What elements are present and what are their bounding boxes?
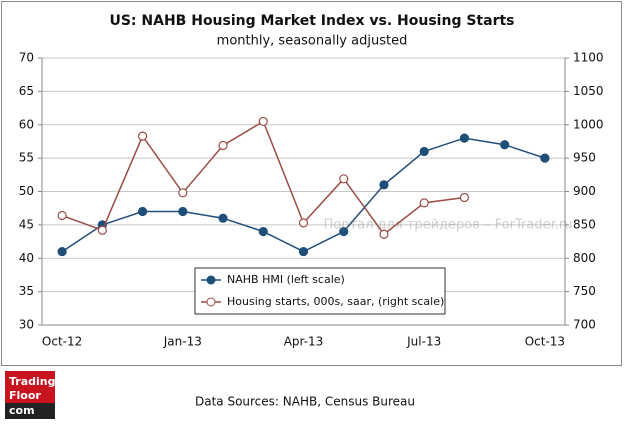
logo-text: com [9, 404, 35, 417]
logo: Trading Floor com [5, 371, 56, 419]
watermark: Портал для трейдеров – ForTrader.ru [324, 218, 573, 233]
data-point [218, 213, 228, 223]
data-point [178, 188, 188, 198]
data-point [57, 246, 67, 257]
source-note: Data Sources: NAHB, Census Bureau [195, 395, 415, 409]
x-tick-label: Jan-13 [163, 335, 202, 349]
legend-label: Housing starts, 000s, saar, (right scale… [227, 295, 444, 308]
x-tick-label: Jul-13 [406, 335, 441, 349]
y-tick-label: 35 [19, 284, 34, 298]
logo-text: Floor [9, 389, 41, 402]
y-tick-label: 60 [19, 117, 34, 131]
y2-tick-label: 800 [573, 251, 596, 265]
y-tick-label: 50 [19, 184, 34, 198]
data-point [178, 206, 188, 217]
data-point [379, 229, 389, 239]
y2-tick-label: 1050 [573, 84, 604, 98]
data-point [339, 174, 349, 184]
y2-tick-label: 1000 [573, 117, 604, 131]
data-point [137, 131, 148, 141]
y2-tick-label: 750 [573, 284, 596, 298]
x-tick-label: Oct-12 [42, 335, 82, 349]
logo-text: Trading [9, 375, 56, 388]
y2-tick-label: 700 [573, 318, 596, 332]
data-point [419, 198, 429, 208]
legend-label: NAHB HMI (left scale) [227, 273, 345, 286]
data-point [500, 140, 510, 150]
y-tick-label: 30 [19, 318, 34, 332]
data-point [419, 146, 429, 157]
data-point [218, 140, 228, 151]
x-tick-label: Oct-13 [525, 335, 565, 349]
data-point [540, 153, 550, 163]
chart-title: US: NAHB Housing Market Index vs. Housin… [109, 13, 514, 29]
data-point [379, 180, 389, 190]
y-tick-label: 55 [19, 151, 34, 165]
x-tick-label: Apr-13 [284, 335, 324, 349]
data-point [459, 192, 470, 203]
data-point [57, 210, 67, 221]
y-tick-label: 40 [19, 251, 34, 265]
y2-tick-label: 1100 [573, 51, 604, 65]
data-point [137, 206, 148, 217]
y2-tick-label: 900 [573, 184, 596, 198]
data-point [298, 218, 309, 228]
data-point [298, 246, 309, 257]
legend-marker [206, 275, 216, 285]
y2-tick-label: 950 [573, 151, 596, 165]
legend-box [194, 267, 446, 315]
y-tick-label: 45 [19, 217, 34, 231]
y-tick-label: 70 [19, 51, 34, 65]
y2-tick-label: 850 [573, 217, 596, 231]
data-point [97, 225, 107, 235]
data-point [339, 226, 349, 237]
data-point [459, 133, 470, 143]
logo-band [5, 403, 55, 419]
y-tick-label: 65 [19, 84, 34, 98]
legend-marker [206, 297, 216, 307]
data-point [258, 226, 268, 237]
plot-area: 30 35 40 45 50 55 60 65 70 700 750 800 850 900 950 1000… [19, 51, 604, 349]
chart-subtitle: monthly, seasonally adjusted [217, 34, 408, 49]
data-point [258, 116, 268, 127]
